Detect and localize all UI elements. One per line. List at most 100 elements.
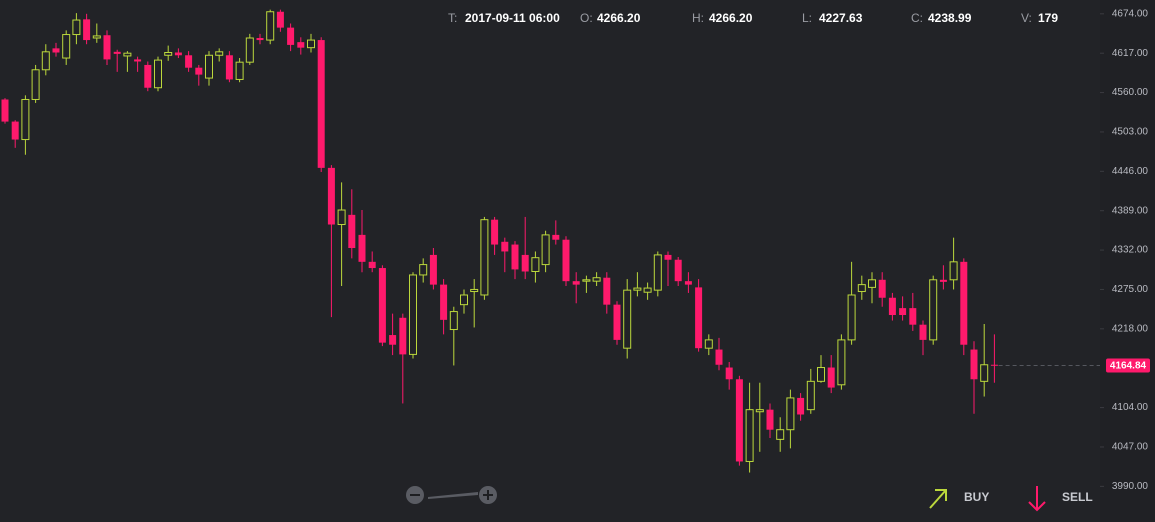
candle-body <box>103 35 111 60</box>
candle <box>868 272 876 304</box>
candle <box>817 355 825 383</box>
candle-body <box>287 27 295 45</box>
candle-body <box>857 284 866 293</box>
candle-body <box>440 284 448 320</box>
candle <box>837 334 846 390</box>
candle <box>21 95 30 155</box>
candle <box>11 120 19 148</box>
info-value: 4238.99 <box>928 11 972 25</box>
info-label: O: <box>580 11 593 25</box>
candle-body <box>664 254 672 260</box>
candle-body <box>409 274 417 355</box>
candle-body <box>41 51 50 71</box>
candle <box>449 306 458 366</box>
candle-body <box>715 349 723 365</box>
candle-body <box>113 51 121 54</box>
candle <box>643 282 652 300</box>
y-tick-label: 4446.00 <box>1112 166 1149 177</box>
candle-body <box>174 52 182 56</box>
candle <box>909 292 917 331</box>
candle <box>613 301 621 345</box>
candle-body <box>195 67 203 75</box>
candle <box>134 56 142 72</box>
info-value: 179 <box>1038 11 1058 25</box>
buy-label[interactable]: BUY <box>964 490 989 504</box>
candle-body <box>878 279 886 298</box>
candle-body <box>797 397 805 415</box>
candle-body <box>399 317 407 355</box>
candle <box>245 33 254 65</box>
candle-body <box>980 364 989 382</box>
candle <box>572 272 580 304</box>
candle-body <box>245 37 254 63</box>
candle <box>960 258 968 356</box>
candle-body <box>297 42 305 48</box>
candle-body <box>623 289 632 349</box>
info-label: T: <box>448 11 457 25</box>
candle <box>491 216 499 255</box>
candle <box>980 324 989 397</box>
candle <box>154 56 162 92</box>
candle <box>399 313 407 404</box>
candle-body <box>868 279 876 288</box>
candle-body <box>154 59 162 89</box>
zoom-controls[interactable] <box>406 486 497 504</box>
info-value: 4266.20 <box>709 11 753 25</box>
candle-body <box>695 287 703 349</box>
candle <box>592 272 601 287</box>
buy-icon <box>929 489 947 509</box>
candle <box>562 236 570 287</box>
candle-body <box>755 409 764 413</box>
candle <box>480 216 489 300</box>
buy-button[interactable]: BUY <box>929 489 989 509</box>
candle <box>1 98 9 124</box>
candle-body <box>205 54 213 79</box>
candle-body <box>256 37 264 41</box>
candle <box>317 37 325 173</box>
candle-body <box>348 214 356 249</box>
info-label: H: <box>692 11 704 25</box>
candle-body <box>970 349 978 380</box>
candle <box>653 251 662 297</box>
candle <box>174 48 182 59</box>
candle <box>470 279 479 328</box>
candle <box>633 272 642 297</box>
info-value: 4227.63 <box>819 11 863 25</box>
sell-button[interactable]: SELL <box>1028 486 1093 512</box>
candle <box>501 237 509 273</box>
y-tick-label: 4104.00 <box>1112 402 1149 413</box>
candle-body <box>449 311 458 331</box>
y-tick-label: 3990.00 <box>1112 481 1149 492</box>
candle-body <box>215 51 224 56</box>
candle-body <box>562 239 570 282</box>
candle-body <box>888 297 896 316</box>
candle <box>857 275 866 300</box>
candle-body <box>164 52 173 56</box>
candle <box>929 275 938 345</box>
candle-body <box>511 244 519 270</box>
sell-label[interactable]: SELL <box>1062 490 1093 504</box>
candle-body <box>521 254 529 272</box>
candle-body <box>1 99 9 122</box>
candle-body <box>429 254 437 285</box>
candle-body <box>317 40 325 168</box>
candle <box>144 61 152 92</box>
candle-body <box>368 261 376 269</box>
candle-body <box>419 264 428 276</box>
candle-body <box>929 279 938 341</box>
candle-body <box>307 39 315 49</box>
y-tick-label: 4560.00 <box>1112 87 1149 98</box>
candle <box>113 49 121 72</box>
candle-body <box>592 277 601 282</box>
candle <box>52 42 60 57</box>
candle-body <box>603 277 611 305</box>
zoom-slider[interactable] <box>428 492 478 499</box>
candle <box>949 237 958 290</box>
candle-body <box>460 294 468 306</box>
candle <box>888 292 896 321</box>
candle <box>674 256 682 287</box>
candle <box>735 375 743 466</box>
axis-panel <box>1100 0 1155 522</box>
candle <box>704 334 713 356</box>
